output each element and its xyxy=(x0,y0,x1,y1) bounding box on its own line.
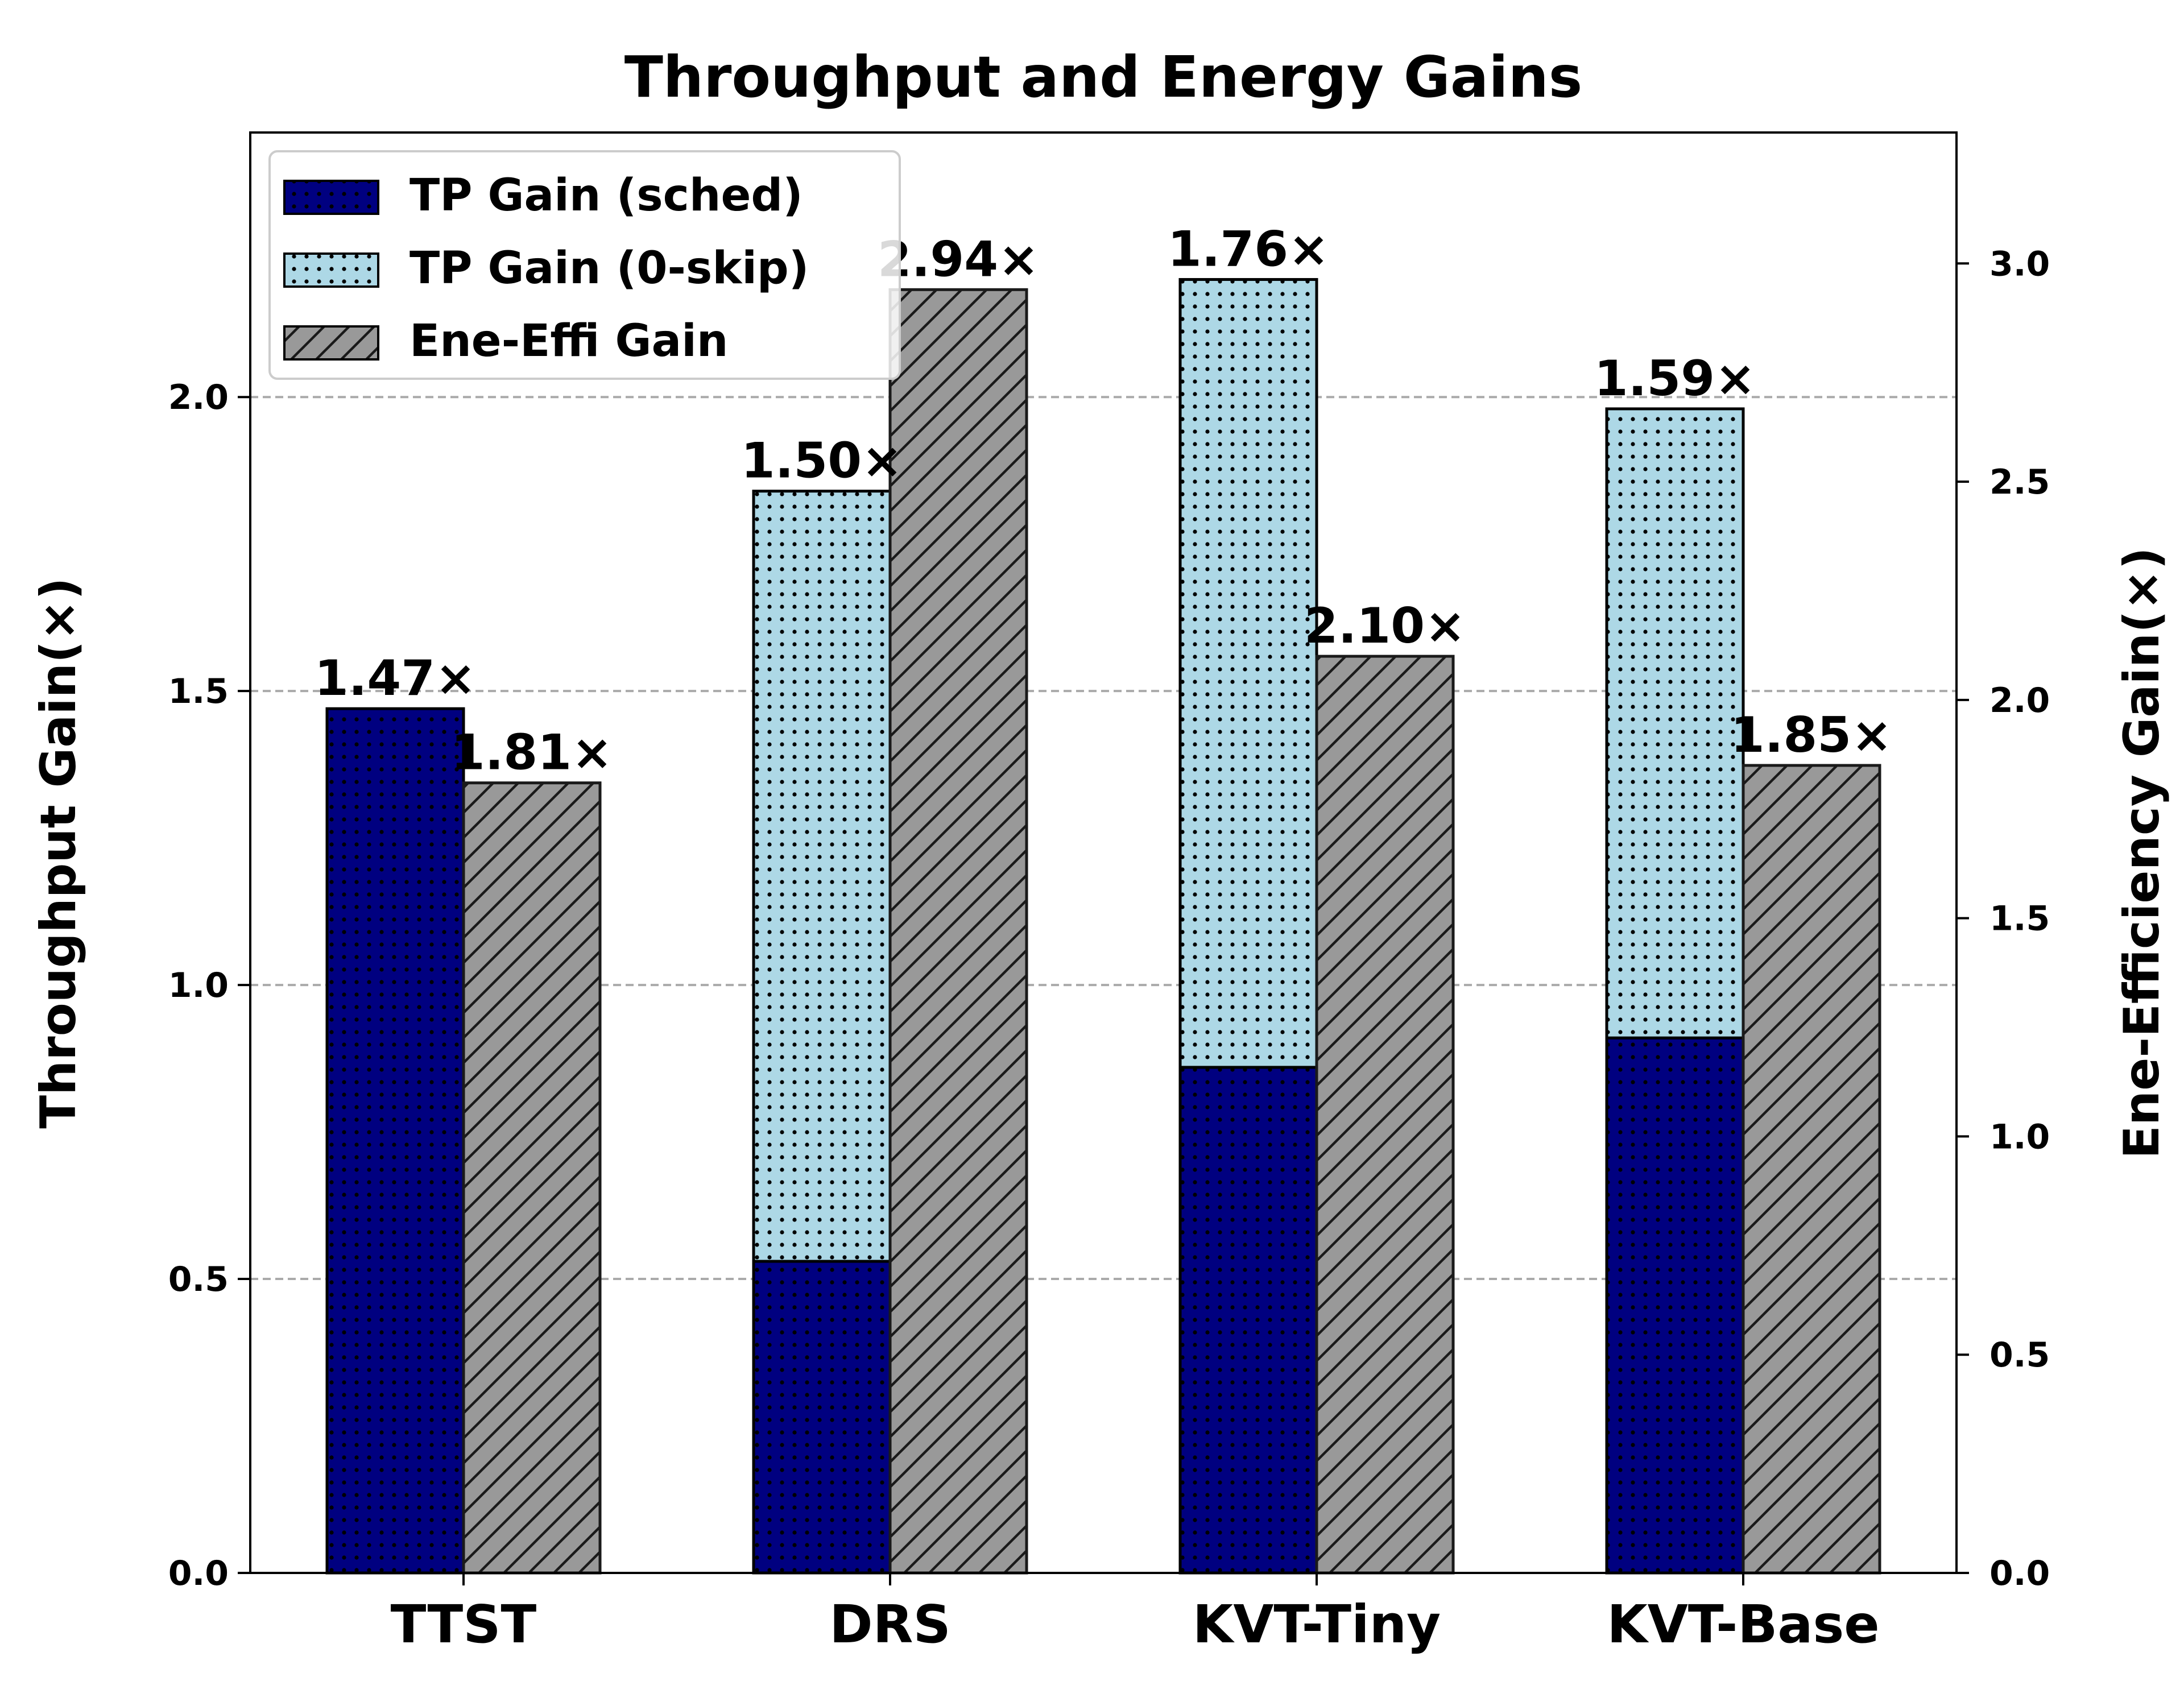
bar-tp-sched xyxy=(752,1260,892,1575)
data-label-tp: 1.59× xyxy=(1594,350,1756,407)
legend-label-tp-0skip: TP Gain (0-skip) xyxy=(410,243,809,294)
chart-title: Throughput and Energy Gains xyxy=(624,44,1583,110)
plot-frame xyxy=(249,131,1958,1574)
y-tick-label-right: 2.0 xyxy=(1989,681,2050,721)
x-tick-label: DRS xyxy=(829,1594,950,1655)
y-tick-label-right: 0.0 xyxy=(1989,1554,2050,1593)
data-label-ee: 1.85× xyxy=(1731,707,1892,764)
x-axis: TTST DRS KVT-Tiny KVT-Base xyxy=(391,1573,1880,1655)
y-axis-label-right: Ene-Efficiency Gain(×) xyxy=(2113,547,2170,1159)
y-axis-right: 0.0 0.5 1.0 1.5 2.0 2.5 3.0 xyxy=(1956,244,2050,1593)
legend: TP Gain (sched) TP Gain (0-skip) Ene-Eff… xyxy=(268,150,901,380)
bar-tp-sched xyxy=(325,707,465,1575)
legend-swatch-tp-0skip xyxy=(283,252,379,288)
y-tick-label-left: 0.5 xyxy=(168,1260,229,1299)
legend-label-ene-effi: Ene-Effi Gain xyxy=(410,316,728,367)
y-axis-left: 0.0 0.5 1.0 1.5 2.0 xyxy=(168,378,250,1593)
y-tick-label-right: 0.5 xyxy=(1989,1335,2050,1375)
data-label-ee: 2.94× xyxy=(878,231,1039,288)
y-tick-label-right: 1.0 xyxy=(1989,1117,2050,1157)
legend-swatch-tp-sched xyxy=(283,180,379,215)
bar-tp-0skip xyxy=(752,490,892,1263)
x-tick-label: TTST xyxy=(391,1594,537,1655)
data-label-tp: 1.50× xyxy=(741,433,903,490)
bar-ene-effi xyxy=(888,288,1028,1575)
data-label-tp: 1.47× xyxy=(315,650,476,707)
x-tick-label: KVT-Tiny xyxy=(1193,1594,1441,1655)
x-tick-label: KVT-Base xyxy=(1607,1594,1879,1655)
bar-tp-0skip xyxy=(1605,407,1745,1040)
data-label-ee: 2.10× xyxy=(1304,598,1466,655)
y-tick-label-left: 1.5 xyxy=(168,672,229,711)
bar-ene-effi xyxy=(1315,655,1455,1575)
bar-tp-sched xyxy=(1178,1066,1318,1575)
y-tick-label-left: 0.0 xyxy=(168,1554,229,1593)
bar-ene-effi xyxy=(462,781,602,1575)
legend-label-tp-sched: TP Gain (sched) xyxy=(410,170,803,221)
data-label-ee: 1.81× xyxy=(451,724,613,781)
data-labels: 1.47× 1.81× 1.50× 2.94× 1.76× 2.10× 1.59× 1.85× xyxy=(315,221,1892,781)
legend-frame xyxy=(268,150,901,380)
bar-tp-sched xyxy=(1605,1036,1745,1575)
y-tick-label-left: 2.0 xyxy=(168,378,229,417)
y-tick-label-right: 1.5 xyxy=(1989,899,2050,939)
y-axis-label-left: Throughput Gain(×) xyxy=(30,577,87,1128)
data-label-tp: 1.76× xyxy=(1168,221,1329,278)
bar-ene-effi xyxy=(1742,764,1881,1575)
y-tick-label-right: 3.0 xyxy=(1989,244,2050,284)
y-tick-label-right: 2.5 xyxy=(1989,462,2050,502)
bars xyxy=(325,278,1881,1575)
y-tick-label-left: 1.0 xyxy=(168,966,229,1005)
legend-swatch-ene-effi xyxy=(283,325,379,361)
bar-tp-0skip xyxy=(1178,278,1318,1069)
